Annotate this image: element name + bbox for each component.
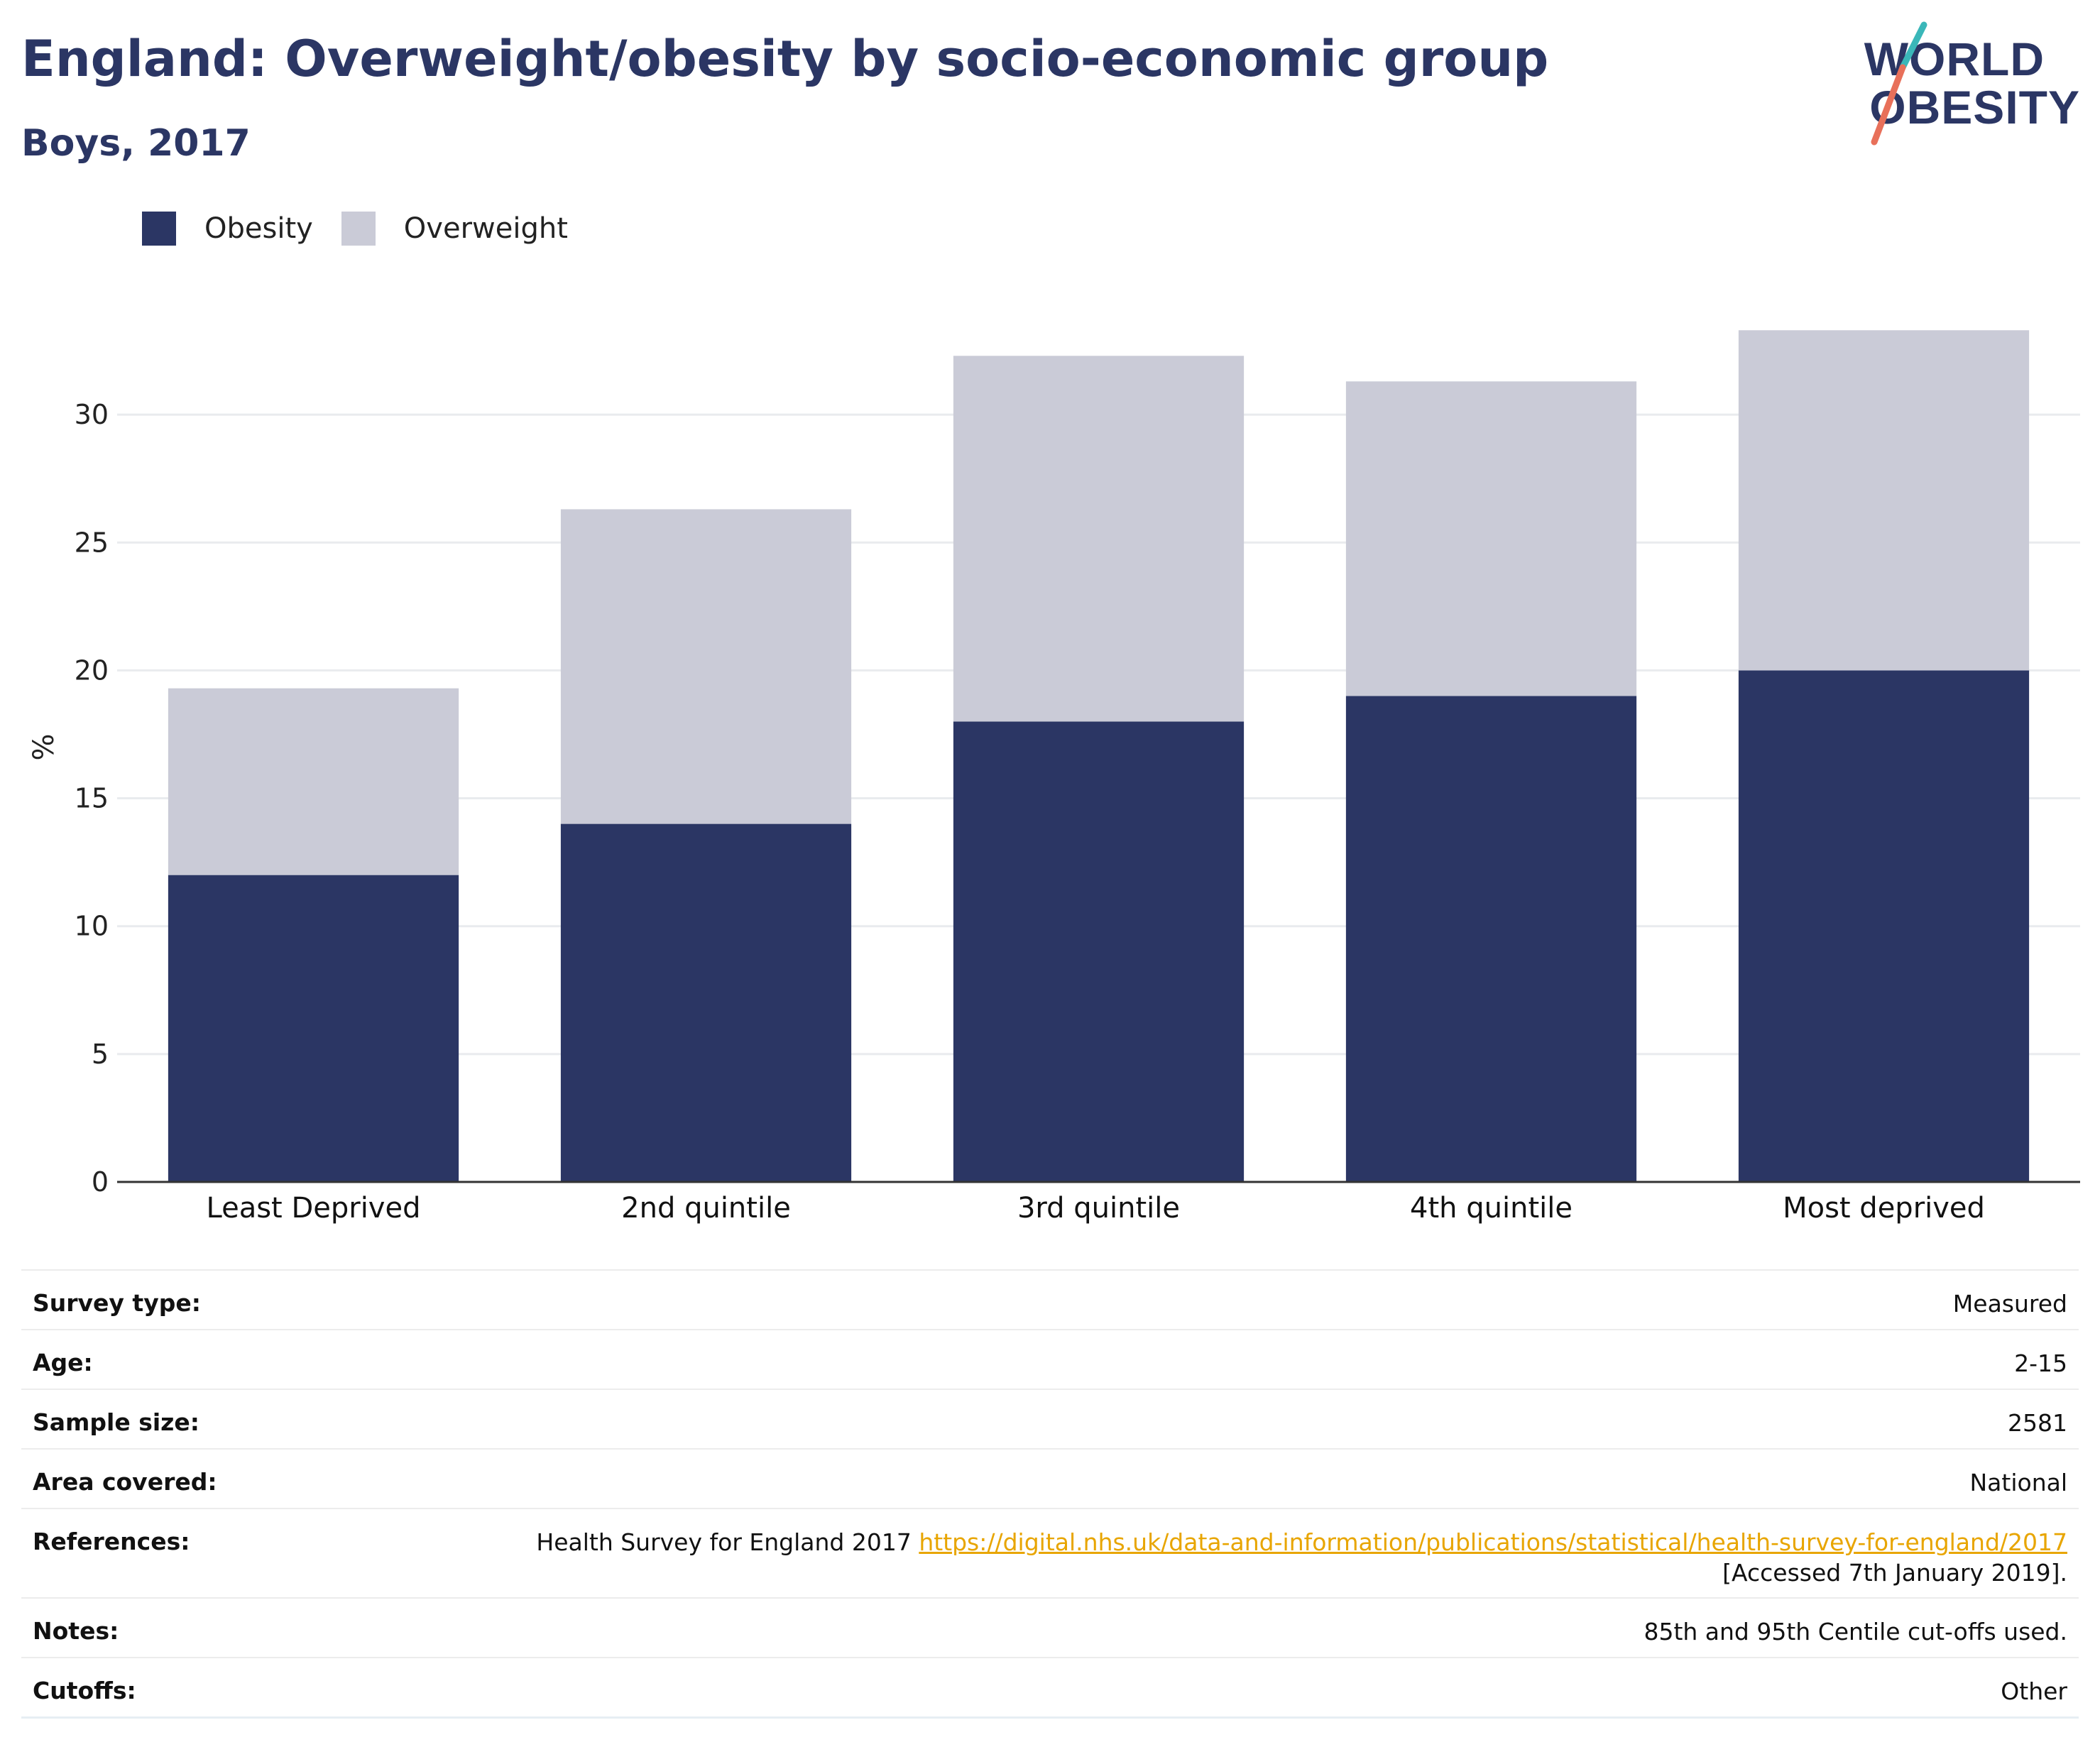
meta-value-references: Health Survey for England 2017 https://d… — [536, 1509, 2067, 1589]
stacked-bar-chart: 0 5 10 15 20 25 30% Least Deprived 2nd quintile 3… — [28, 330, 2080, 1225]
meta-value-survey-type: Measured — [1952, 1290, 2067, 1318]
world-obesity-logo: WORLD OBESITY — [1846, 18, 2087, 153]
meta-key-sample-size: Sample size: — [33, 1408, 199, 1436]
y-tick-label: 25 — [75, 527, 109, 558]
logo-slash-icon — [1871, 21, 1927, 146]
y-tick-label: 15 — [75, 783, 109, 814]
meta-key-age: Age: — [33, 1349, 93, 1376]
x-tick-label: 4th quintile — [1410, 1192, 1573, 1225]
legend-item-obesity[interactable]: Obesity — [142, 212, 313, 246]
meta-row-age: Age: 2-15 — [21, 1329, 2079, 1389]
legend-item-overweight[interactable]: Overweight — [341, 212, 568, 246]
meta-key-cutoffs: Cutoffs: — [33, 1677, 136, 1704]
bar-obesity-2 — [560, 823, 852, 1182]
meta-row-notes: Notes: 85th and 95th Centile cut-offs us… — [21, 1597, 2079, 1657]
x-tick-label: Least Deprived — [207, 1192, 421, 1225]
survey-metadata-table: Survey type: Measured Age: 2-15 Sample s… — [21, 1269, 2079, 1719]
reference-accessed-text: [Accessed 7th January 2019]. — [1722, 1558, 2067, 1587]
bar-obesity-3 — [953, 721, 1245, 1182]
legend-swatch-overweight — [341, 212, 376, 246]
meta-value-age: 2-15 — [2014, 1349, 2067, 1377]
meta-value-notes: 85th and 95th Centile cut-offs used. — [1644, 1618, 2067, 1645]
bar-overweight-2 — [560, 509, 852, 824]
meta-row-survey-type: Survey type: Measured — [21, 1269, 2079, 1329]
meta-row-sample-size: Sample size: 2581 — [21, 1389, 2079, 1448]
bar-obesity-4 — [1345, 696, 1637, 1182]
bar-obesity-5 — [1738, 670, 2030, 1182]
bar-overweight-5 — [1738, 330, 2030, 671]
bar-overweight-1 — [168, 688, 459, 875]
bar-obesity-1 — [168, 875, 459, 1182]
reference-link[interactable]: https://digital.nhs.uk/data-and-informat… — [919, 1528, 2067, 1556]
legend-swatch-obesity — [142, 212, 176, 246]
meta-row-area-covered: Area covered: National — [21, 1448, 2079, 1508]
y-tick-label: 30 — [75, 399, 109, 430]
x-tick-label: 2nd quintile — [621, 1192, 791, 1225]
x-tick-label: Most deprived — [1783, 1192, 1985, 1225]
bar-overweight-3 — [953, 356, 1245, 722]
legend-label-obesity: Obesity — [204, 212, 313, 245]
bar-overweight-4 — [1345, 381, 1637, 696]
logo-line-2: OBESITY — [1869, 81, 2080, 133]
meta-value-area-covered: National — [1969, 1469, 2067, 1496]
x-tick-label: 3rd quintile — [1017, 1192, 1180, 1225]
y-tick-label: 10 — [75, 911, 109, 942]
meta-key-references: References: — [33, 1528, 190, 1555]
y-axis-title: % — [28, 733, 60, 760]
chart-subtitle: Boys, 2017 — [21, 122, 251, 165]
y-tick-label: 5 — [92, 1039, 109, 1070]
y-tick-label: 0 — [92, 1166, 109, 1198]
chart-legend: Obesity Overweight — [142, 212, 568, 246]
meta-key-area-covered: Area covered: — [33, 1468, 217, 1496]
meta-value-cutoffs: Other — [2001, 1677, 2067, 1705]
chart-title: England: Overweight/obesity by socio-eco… — [21, 30, 1549, 88]
meta-row-cutoffs: Cutoffs: Other — [21, 1657, 2079, 1719]
meta-row-references: References: Health Survey for England 20… — [21, 1508, 2079, 1597]
meta-key-survey-type: Survey type: — [33, 1289, 201, 1317]
legend-label-overweight: Overweight — [403, 212, 568, 245]
meta-key-notes: Notes: — [33, 1617, 119, 1645]
reference-source-text: Health Survey for England 2017 — [536, 1528, 919, 1556]
y-tick-label: 20 — [75, 655, 109, 686]
logo-line-1: WORLD — [1864, 33, 2045, 85]
meta-value-sample-size: 2581 — [2008, 1409, 2067, 1437]
